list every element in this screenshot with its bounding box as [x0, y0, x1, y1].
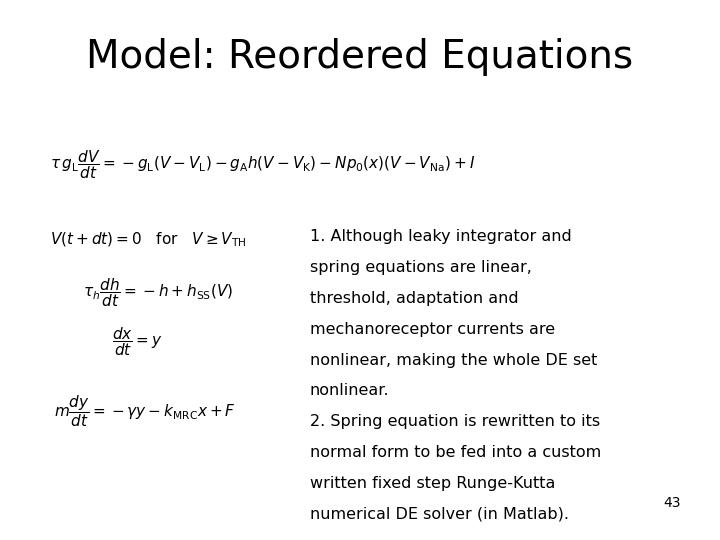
Text: normal form to be fed into a custom: normal form to be fed into a custom	[310, 445, 601, 460]
Text: $\tau\, g_{\mathrm{L}} \dfrac{dV}{dt} = -g_{\mathrm{L}}(V-V_{\mathrm{L}}) - g_{\: $\tau\, g_{\mathrm{L}} \dfrac{dV}{dt} = …	[50, 148, 475, 181]
Text: 1. Although leaky integrator and: 1. Although leaky integrator and	[310, 230, 572, 245]
Text: nonlinear, making the whole DE set: nonlinear, making the whole DE set	[310, 353, 597, 368]
Text: 43: 43	[663, 496, 680, 510]
Text: $\tau_h \dfrac{dh}{dt} = -h + h_{\mathrm{SS}}(V)$: $\tau_h \dfrac{dh}{dt} = -h + h_{\mathrm…	[83, 276, 233, 309]
Text: written fixed step Runge-Kutta: written fixed step Runge-Kutta	[310, 476, 555, 491]
Text: $\dfrac{dx}{dt} = y$: $\dfrac{dx}{dt} = y$	[112, 325, 162, 357]
Text: $V(t+dt) = 0 \quad \mathrm{for} \quad V \geq V_{\mathrm{TH}}$: $V(t+dt) = 0 \quad \mathrm{for} \quad V …	[50, 231, 247, 249]
Text: Model: Reordered Equations: Model: Reordered Equations	[86, 38, 634, 76]
Text: numerical DE solver (in Matlab).: numerical DE solver (in Matlab).	[310, 507, 569, 522]
Text: nonlinear.: nonlinear.	[310, 383, 390, 399]
Text: spring equations are linear,: spring equations are linear,	[310, 260, 531, 275]
Text: mechanoreceptor currents are: mechanoreceptor currents are	[310, 322, 554, 337]
Text: 2. Spring equation is rewritten to its: 2. Spring equation is rewritten to its	[310, 414, 600, 429]
Text: $m\dfrac{dy}{dt} = -\gamma y - k_{\mathrm{MRC}}x + F$: $m\dfrac{dy}{dt} = -\gamma y - k_{\mathr…	[54, 394, 235, 429]
Text: threshold, adaptation and: threshold, adaptation and	[310, 291, 518, 306]
